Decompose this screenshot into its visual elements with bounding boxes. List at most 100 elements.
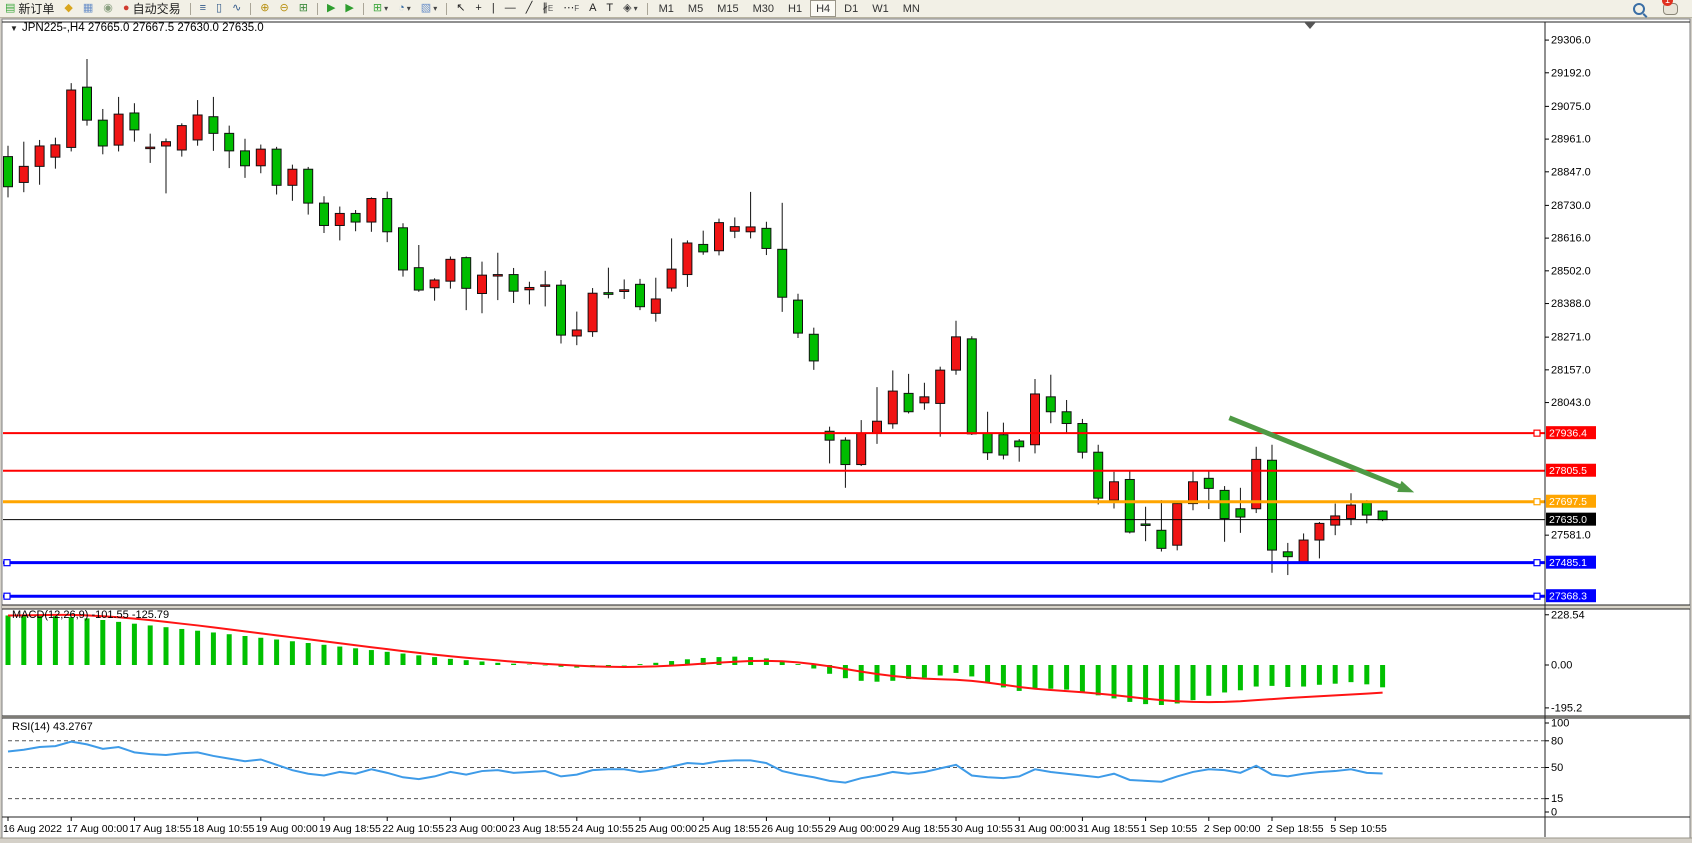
candle-body-down — [793, 299, 803, 334]
macd-tick-label: 228.54 — [1551, 609, 1585, 621]
line-handle-right[interactable] — [1533, 559, 1541, 567]
candle-body-up — [492, 274, 503, 277]
line-chart-icon: ∿ — [232, 2, 242, 14]
window-bottom-edge — [0, 838, 1692, 843]
candle-body-down — [903, 392, 914, 413]
horizontal-line-27368.3[interactable] — [3, 592, 1545, 600]
chevron-down-icon: ▾ — [406, 4, 411, 13]
horizontal-line-icon: — — [504, 2, 516, 14]
timeframe-h1-button[interactable]: H1 — [788, 2, 803, 15]
auto-scroll-button[interactable]: ▶ — [323, 0, 339, 17]
pane-splitter[interactable] — [2, 716, 1690, 718]
zoom-out-button[interactable]: ⊖ — [276, 0, 293, 17]
candle-body-up — [587, 292, 598, 333]
candle-body-down — [461, 257, 472, 289]
vertical-line-button[interactable]: | — [488, 0, 499, 17]
price-tick-label: 28502.0 — [1551, 265, 1591, 277]
period-dropdown[interactable]: ◔ ▾ — [394, 0, 415, 17]
chart-shift-button[interactable]: ▶ — [341, 0, 357, 17]
trend-arrow-line[interactable] — [1228, 415, 1407, 492]
toolbar-separator — [250, 2, 252, 15]
timeframe-w1-button[interactable]: W1 — [872, 2, 889, 15]
trend-arrow[interactable] — [1228, 415, 1415, 493]
market-watch-button[interactable]: ◆ — [60, 0, 76, 17]
candle-body-down — [1203, 477, 1214, 489]
text-button[interactable]: A — [585, 0, 600, 17]
new-order-button[interactable]: ▤ 新订单 — [1, 0, 58, 17]
template-icon: ▧ — [420, 2, 432, 14]
timeframe-d1-button[interactable]: D1 — [844, 2, 859, 15]
time-axis[interactable]: 16 Aug 2022 17 Aug 00:00 17 Aug 18:55 18 Au… — [2, 816, 1690, 835]
horizontal-line-27485.1[interactable] — [3, 559, 1545, 567]
candle — [666, 238, 677, 292]
candle-body-down — [1267, 459, 1277, 551]
price-tag-27805.5: 27805.5 — [1546, 463, 1596, 477]
timeframe-h4-button[interactable]: H4 — [810, 0, 837, 17]
candle-body-down — [129, 112, 140, 131]
candle-body-up — [334, 212, 345, 226]
bar-chart-button[interactable]: ≡ — [196, 0, 210, 17]
candle — [1061, 399, 1072, 433]
text-label-button[interactable]: T — [602, 0, 617, 17]
timeframe-m1-button[interactable]: M1 — [658, 2, 674, 15]
time-tick-label: 17 Aug 00:00 — [66, 823, 128, 835]
candle-body-up — [729, 226, 740, 232]
rsi-line — [7, 740, 1383, 784]
candle — [1188, 470, 1198, 511]
navigator-button[interactable]: ◉ — [99, 0, 117, 17]
text-label-icon: T — [606, 2, 614, 14]
chart-shift-marker[interactable] — [1304, 22, 1316, 29]
channel-button[interactable]: ∦ E — [538, 0, 557, 17]
candle — [808, 327, 819, 370]
template-dropdown[interactable]: ▧ ▾ — [417, 0, 441, 17]
cursor-button[interactable]: ↖ — [452, 0, 469, 17]
channel-icon: ∦ — [542, 2, 548, 14]
line-handle-right[interactable] — [1533, 429, 1541, 437]
trend-arrow-head[interactable] — [1397, 480, 1415, 493]
price-tag-bg — [1546, 463, 1596, 477]
timeframe-m15-button[interactable]: M15 — [717, 2, 739, 15]
price-tick-label: 29306.0 — [1551, 35, 1591, 47]
candle — [445, 256, 456, 289]
search-button[interactable] — [1629, 0, 1649, 17]
toolbar-separator — [446, 2, 448, 15]
timeframe-m30-button[interactable]: M30 — [752, 2, 775, 15]
market-watch-icon: ◆ — [64, 2, 73, 14]
horizontal-line-27697.5[interactable] — [3, 498, 1545, 506]
horizontal-line-button[interactable]: — — [501, 0, 520, 17]
candle — [682, 240, 693, 287]
price-axis[interactable]: 29306.0 29192.0 29075.0 28961.0 28847.0 28730… — [1544, 22, 1596, 837]
line-handle-right[interactable] — [1533, 592, 1541, 600]
pane-splitter[interactable] — [2, 605, 1690, 609]
candle — [1014, 439, 1025, 462]
time-tick-label: 17 Aug 18:55 — [129, 823, 191, 835]
trendline-button[interactable]: ╱ — [522, 0, 537, 17]
new-chart-icon: ⊞ — [372, 2, 383, 14]
timeframe-mn-button[interactable]: MN — [902, 2, 920, 15]
autotrading-button[interactable]: ● 自动交易 — [119, 0, 185, 17]
candle-body-up — [1330, 515, 1341, 526]
candle-body-up — [682, 242, 693, 276]
line-chart-button[interactable]: ∿ — [228, 0, 245, 17]
candle-body-up — [666, 268, 677, 289]
time-tick-label: 18 Aug 10:55 — [193, 823, 255, 835]
candle-body-down — [998, 434, 1009, 456]
price-tick-label: 28043.0 — [1551, 397, 1591, 409]
horizontal-line-27936.4[interactable] — [3, 429, 1545, 437]
line-handle-right[interactable] — [1533, 498, 1541, 506]
shapes-dropdown[interactable]: ◈ ▾ — [619, 0, 641, 17]
line-handle-left[interactable] — [3, 559, 11, 567]
timeframe-m5-button[interactable]: M5 — [687, 2, 704, 15]
candlestick-chart-button[interactable]: ▯ — [212, 0, 226, 17]
data-window-button[interactable]: ▦ — [79, 0, 97, 17]
time-tick-label: 29 Aug 00:00 — [825, 823, 887, 835]
notifications-button[interactable]: 1 — [1659, 0, 1685, 17]
tile-windows-button[interactable]: ⊞ — [295, 0, 312, 17]
fibonacci-button[interactable]: ⋯ F — [559, 0, 583, 17]
line-handle-left[interactable] — [3, 592, 11, 600]
new-chart-button[interactable]: ⊞ ▾ — [369, 0, 392, 17]
crosshair-button[interactable]: + — [471, 0, 485, 17]
zoom-in-button[interactable]: ⊕ — [256, 0, 273, 17]
time-tick-label: 2 Sep 00:00 — [1204, 823, 1261, 835]
